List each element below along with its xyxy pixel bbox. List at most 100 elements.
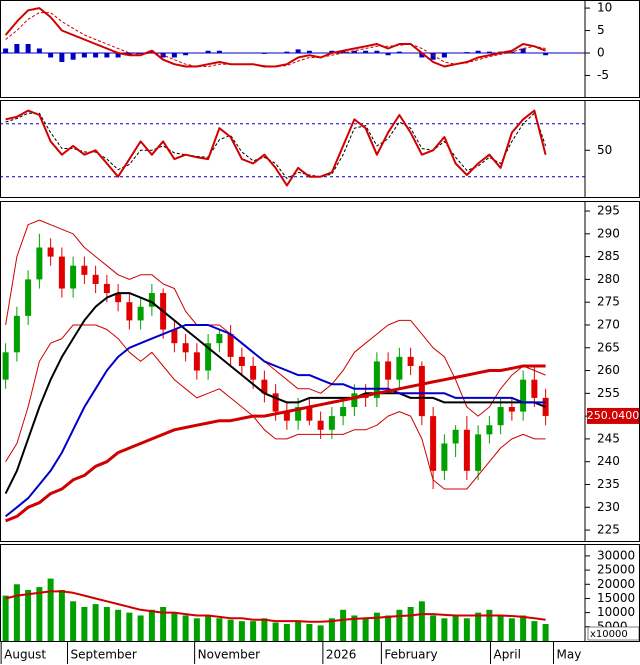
y-tick-label: 230 bbox=[597, 500, 620, 514]
candle-body bbox=[137, 306, 144, 321]
candle-body bbox=[272, 393, 279, 412]
bar bbox=[92, 604, 99, 641]
bar bbox=[441, 52, 447, 58]
candle-body bbox=[452, 429, 459, 444]
bar bbox=[373, 612, 380, 641]
candle-body bbox=[238, 356, 245, 366]
candle-body bbox=[58, 256, 65, 289]
bar bbox=[183, 52, 189, 56]
bar bbox=[205, 615, 212, 641]
bar bbox=[81, 606, 88, 641]
bar bbox=[306, 50, 312, 53]
y-tick-label: 10000 bbox=[597, 605, 635, 619]
candle-body bbox=[103, 283, 110, 294]
candle-body bbox=[171, 329, 178, 344]
bar bbox=[138, 52, 144, 54]
candle-body bbox=[216, 334, 223, 344]
candle-body bbox=[115, 293, 122, 303]
x-tick-label: 2026 bbox=[326, 648, 357, 662]
y-tick-label: 265 bbox=[597, 340, 620, 354]
candle-body bbox=[340, 407, 347, 417]
candle-body bbox=[148, 293, 155, 307]
bar bbox=[171, 52, 177, 58]
bar bbox=[227, 619, 234, 641]
candle-body bbox=[317, 420, 324, 430]
y-tick-label: 240 bbox=[597, 454, 620, 468]
bar bbox=[374, 50, 380, 53]
bar bbox=[497, 615, 504, 641]
series-line bbox=[5, 112, 547, 179]
candle-body bbox=[497, 407, 504, 426]
unit-box bbox=[587, 626, 640, 641]
bar bbox=[3, 48, 9, 53]
bar bbox=[228, 52, 234, 54]
candle-body bbox=[385, 361, 392, 380]
series-line bbox=[5, 109, 547, 187]
bar bbox=[250, 52, 256, 54]
bar bbox=[25, 589, 32, 641]
bar bbox=[430, 615, 437, 641]
bar bbox=[283, 623, 290, 641]
candle-body bbox=[25, 279, 32, 316]
last-price-label: 250.0400 bbox=[587, 409, 640, 422]
bar bbox=[408, 52, 414, 54]
bar bbox=[340, 50, 346, 53]
y-tick-label: 295 bbox=[597, 204, 620, 218]
candle-body bbox=[36, 247, 43, 280]
y-tick-label: 225 bbox=[597, 523, 620, 537]
candle-body bbox=[193, 352, 200, 371]
candle-body bbox=[205, 343, 212, 371]
candle-body bbox=[47, 247, 54, 257]
series-line bbox=[5, 590, 546, 623]
x-tick-label: May bbox=[557, 648, 582, 662]
candle-body bbox=[328, 416, 335, 430]
bar bbox=[58, 589, 65, 641]
bar bbox=[475, 50, 481, 53]
bar bbox=[453, 52, 459, 54]
candle-body bbox=[373, 361, 380, 398]
bar bbox=[531, 52, 537, 54]
y-tick-label: 50 bbox=[597, 143, 612, 157]
candle-body bbox=[531, 379, 538, 398]
candle-body bbox=[441, 443, 448, 471]
bar bbox=[216, 50, 222, 53]
y-tick-label: 30000 bbox=[597, 548, 635, 562]
bar bbox=[14, 44, 20, 53]
y-tick-label: 235 bbox=[597, 477, 620, 491]
y-tick-label: 255 bbox=[597, 386, 620, 400]
bar bbox=[508, 618, 515, 641]
candle-body bbox=[463, 429, 470, 471]
candle-body bbox=[250, 365, 257, 380]
y-tick-label: 0 bbox=[597, 45, 605, 59]
bar bbox=[194, 52, 200, 54]
bar bbox=[93, 52, 99, 58]
bar bbox=[284, 51, 290, 53]
bar bbox=[351, 50, 357, 53]
bar bbox=[318, 52, 324, 54]
bar bbox=[385, 52, 391, 56]
candle-body bbox=[418, 365, 425, 417]
x-tick-label: August bbox=[4, 648, 46, 662]
y-tick-label: -5 bbox=[597, 68, 609, 82]
bar bbox=[148, 609, 155, 641]
series-line bbox=[5, 219, 546, 417]
candle-body bbox=[295, 407, 302, 421]
bar bbox=[520, 48, 526, 53]
bar bbox=[486, 609, 493, 641]
series-line bbox=[4, 7, 546, 68]
bar bbox=[216, 618, 223, 641]
bar bbox=[317, 625, 324, 641]
bar bbox=[340, 609, 347, 641]
bar bbox=[103, 606, 110, 641]
bar bbox=[542, 623, 549, 641]
bar bbox=[70, 601, 77, 641]
bar bbox=[13, 584, 20, 641]
bar bbox=[273, 52, 279, 54]
x-tick-label: November bbox=[198, 648, 260, 662]
bar bbox=[543, 52, 549, 56]
bar bbox=[272, 622, 279, 641]
bar bbox=[407, 606, 414, 641]
bar bbox=[261, 618, 268, 641]
bar bbox=[295, 49, 301, 53]
bar bbox=[115, 52, 121, 58]
